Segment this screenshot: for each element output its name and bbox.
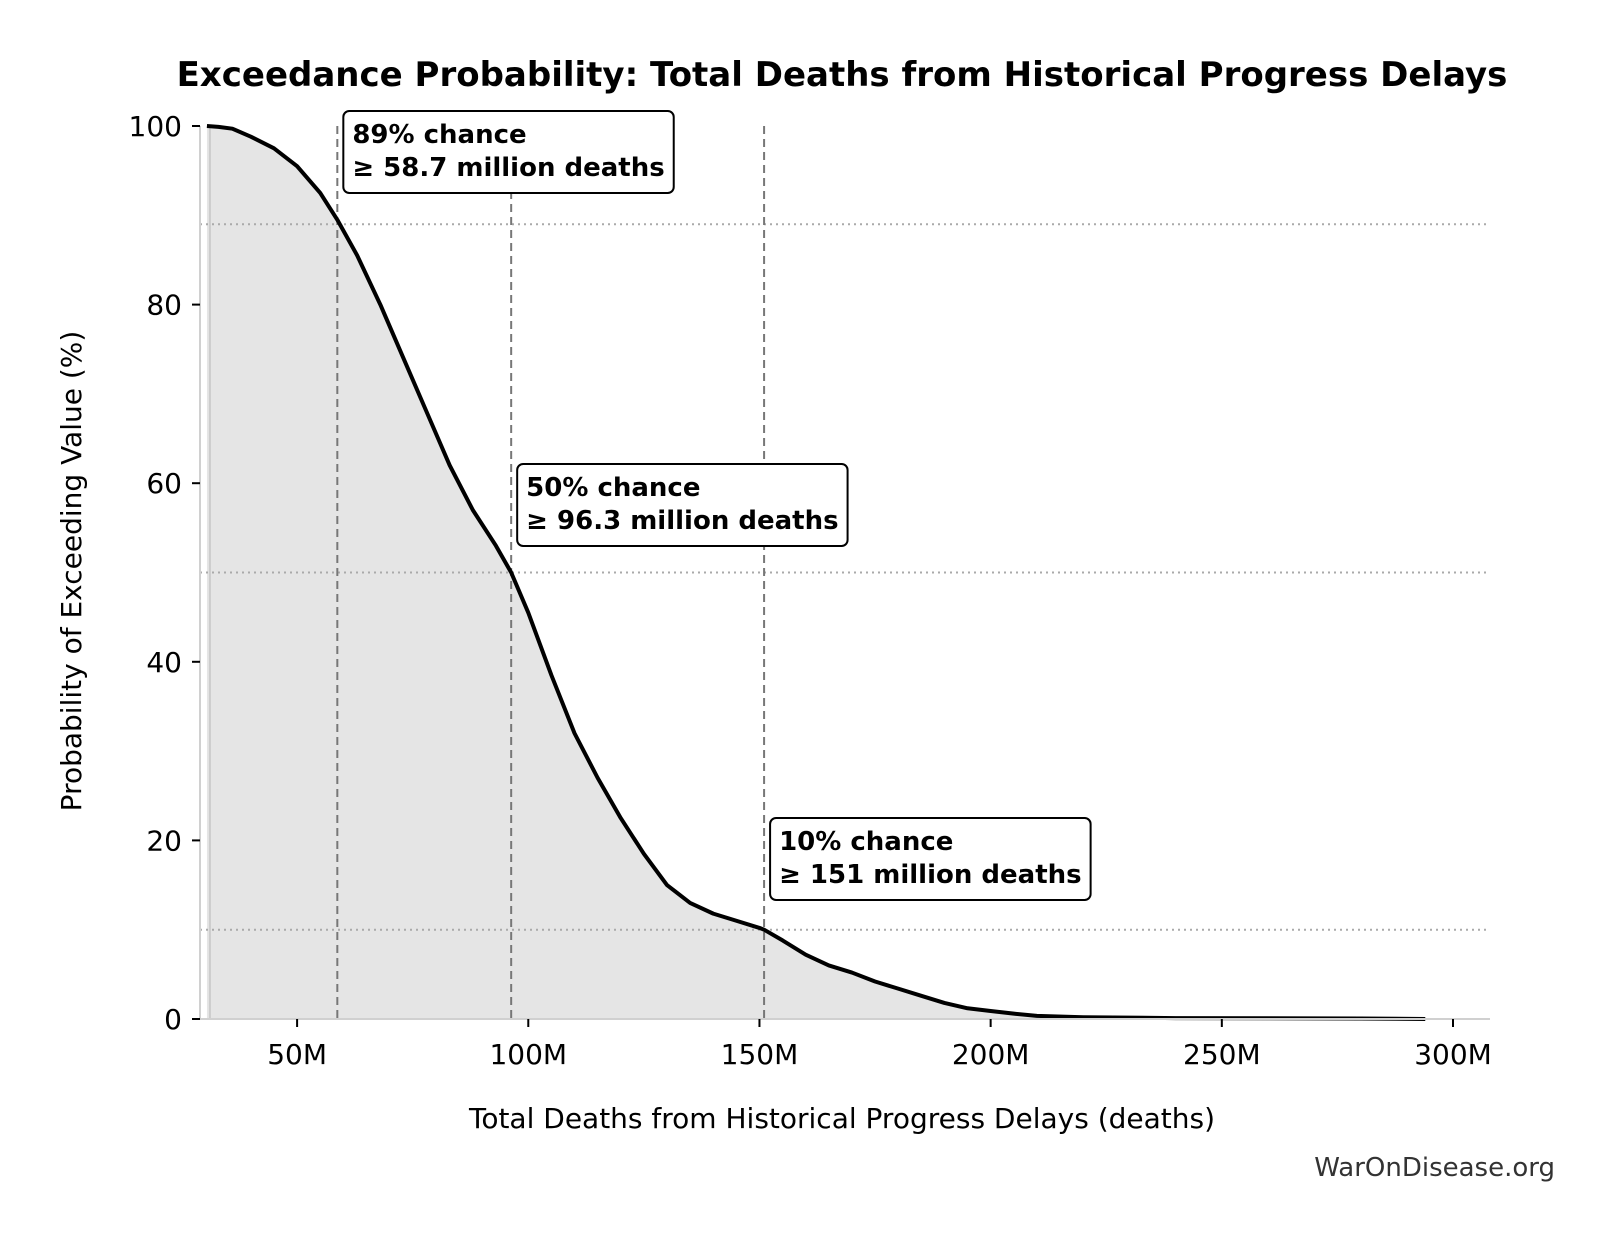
- y-tick-label: 60: [146, 467, 182, 500]
- y-tick-label: 40: [146, 646, 182, 679]
- annotation-frame: [516, 463, 849, 547]
- annotation-line-2: ≥ 96.3 million deaths: [526, 506, 838, 536]
- y-tick-label: 0: [164, 1003, 182, 1036]
- annotation-line-2: ≥ 151 million deaths: [779, 860, 1082, 890]
- plot-area: 0 20 40 60 80 100 50M 100M 150M 200M 250M 300M 89% c…: [129, 110, 1492, 1071]
- annotation-frame: [769, 817, 1092, 901]
- x-tick-label: 50M: [267, 1038, 327, 1071]
- annotation-line-1: 50% chance: [526, 473, 700, 503]
- annotation-box: 89% chance≥ 58.7 million deaths: [342, 110, 675, 194]
- chart-title: Exceedance Probability: Total Deaths fro…: [177, 55, 1508, 95]
- x-tick-label: 300M: [1414, 1038, 1492, 1071]
- annotation-line-1: 89% chance: [352, 120, 526, 150]
- annotation-line-1: 10% chance: [779, 827, 953, 857]
- y-tick-label: 20: [146, 824, 182, 857]
- annotation-box: 50% chance≥ 96.3 million deaths: [516, 463, 849, 547]
- annotation-box: 10% chance≥ 151 million deaths: [769, 817, 1092, 901]
- x-tick-label: 150M: [721, 1038, 799, 1071]
- y-axis-label: Probability of Exceeding Value (%): [55, 331, 88, 812]
- x-axis-label: Total Deaths from Historical Progress De…: [468, 1102, 1215, 1135]
- x-tick-label: 100M: [489, 1038, 567, 1071]
- y-tick-label: 80: [146, 289, 182, 322]
- x-tick-label: 200M: [952, 1038, 1030, 1071]
- annotation-line-2: ≥ 58.7 million deaths: [352, 153, 664, 183]
- footer-watermark: WarOnDisease.org: [1314, 1153, 1555, 1183]
- x-tick-label: 250M: [1183, 1038, 1261, 1071]
- annotation-frame: [342, 110, 675, 194]
- exceedance-curve: [206, 124, 1426, 1021]
- y-tick-label: 100: [129, 110, 182, 143]
